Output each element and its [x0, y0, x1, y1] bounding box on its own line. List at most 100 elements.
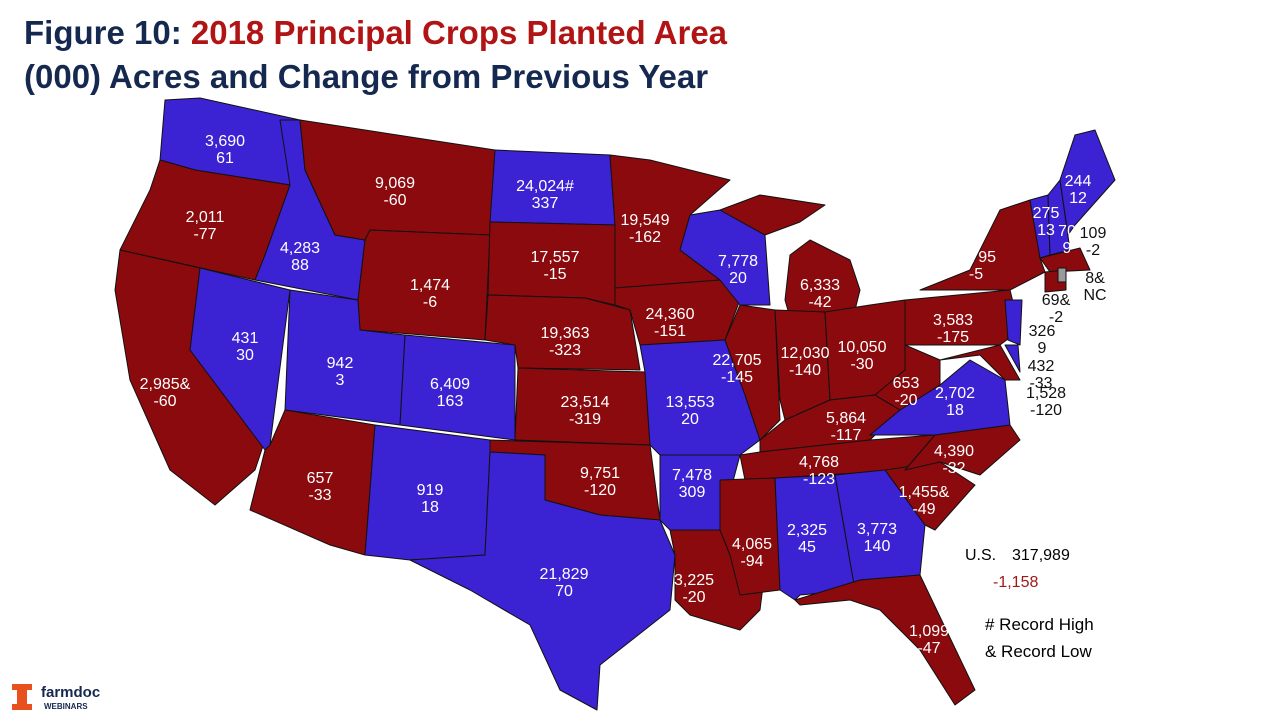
- state-area: 7,478: [672, 467, 712, 484]
- state-area: 22,705: [713, 352, 762, 369]
- state-change: 88: [291, 257, 309, 274]
- state-area: 12,030: [781, 345, 830, 362]
- state-shape: [1004, 344, 1021, 373]
- summary-label: U.S.: [965, 547, 996, 564]
- state-area: 942: [327, 355, 354, 372]
- state-area: 10,050: [838, 339, 887, 356]
- state-labels: 3,690612,011-772,985&-60431304,283889,06…: [140, 133, 1107, 657]
- state-area: 2,795: [956, 249, 996, 266]
- state-area: 3,225: [674, 572, 714, 589]
- state-area: 653: [893, 375, 920, 392]
- state-change: -117: [831, 427, 862, 444]
- state-shape: [1057, 267, 1067, 283]
- state-change: -30: [850, 356, 873, 373]
- title-highlight: 2018 Principal Crops Planted Area: [191, 14, 728, 51]
- state-change: 12: [1069, 190, 1087, 207]
- state-area: 13,553: [666, 394, 715, 411]
- logo-icon: [12, 684, 32, 710]
- state-change: 20: [729, 270, 747, 287]
- state-area: 919: [417, 482, 444, 499]
- state-area: 24,360: [646, 306, 695, 323]
- state-area: 9,069: [375, 175, 415, 192]
- summary-change: -1,158: [993, 574, 1038, 591]
- state-change: 140: [864, 538, 891, 555]
- state-area: 23,514: [561, 394, 610, 411]
- state-area: 1,528: [1026, 385, 1066, 402]
- title-prefix: Figure 10:: [24, 14, 191, 51]
- state-shape: [1004, 299, 1023, 346]
- state-area: 24,024#: [516, 178, 574, 195]
- state-area: 69&: [1042, 292, 1071, 309]
- state-shape: [484, 294, 641, 371]
- state-change: -33: [308, 487, 331, 504]
- state-change: -319: [569, 411, 601, 428]
- state-change: 20: [681, 411, 699, 428]
- state-change: 9: [1038, 340, 1047, 357]
- state-change: 30: [236, 347, 254, 364]
- legend-entry: & Record Low: [985, 642, 1092, 661]
- state-change: 70: [555, 583, 573, 600]
- state-change: -15: [543, 266, 566, 283]
- state-change: -94: [740, 553, 763, 570]
- logo-name: farmdoc: [41, 684, 100, 701]
- state-change: 337: [532, 195, 559, 212]
- state-area: 3,773: [857, 521, 897, 538]
- state-change: -175: [937, 329, 969, 346]
- state-shape: [409, 451, 676, 711]
- state-change: -2: [1086, 242, 1100, 259]
- state-area: 2,325: [787, 522, 827, 539]
- state-area: 109: [1080, 225, 1107, 242]
- state-change: -151: [654, 323, 686, 340]
- state-area: 7,778: [718, 253, 758, 270]
- state-shape: [1059, 129, 1116, 236]
- state-area: 1,455&: [899, 484, 950, 501]
- summary-total: 317,989: [1012, 547, 1070, 564]
- state-change: -42: [808, 294, 831, 311]
- state-area: 432: [1028, 358, 1055, 375]
- state-area: 6,409: [430, 376, 470, 393]
- state-area: 8&: [1085, 270, 1105, 287]
- state-area: 244: [1065, 173, 1092, 190]
- state-change: -162: [629, 229, 661, 246]
- state-area: 4,390: [934, 443, 974, 460]
- state-shape: [719, 194, 826, 236]
- state-area: 21,829: [540, 566, 589, 583]
- state-change: -49: [912, 501, 935, 518]
- state-area: 3,690: [205, 133, 245, 150]
- state-area: 657: [307, 470, 334, 487]
- state-change: 61: [216, 150, 234, 167]
- state-area: 431: [232, 330, 259, 347]
- state-area: 3,583: [933, 312, 973, 329]
- state-change: -323: [549, 342, 581, 359]
- state-change: -32: [942, 460, 965, 477]
- state-area: 6,333: [800, 277, 840, 294]
- state-change: 163: [437, 393, 464, 410]
- state-change: 18: [421, 499, 439, 516]
- state-area: 19,549: [621, 212, 670, 229]
- state-area: 1,474: [410, 277, 450, 294]
- state-change: -20: [682, 589, 705, 606]
- state-change: -60: [383, 192, 406, 209]
- state-area: 2,011: [186, 209, 225, 226]
- state-area: 2,985&: [140, 376, 191, 393]
- state-change: -5: [969, 266, 983, 283]
- state-area: 2,702: [935, 385, 975, 402]
- state-area: 17,557: [531, 249, 580, 266]
- state-change: -60: [153, 393, 176, 410]
- state-area: 9,751: [580, 465, 620, 482]
- title-line2: (000) Acres and Change from Previous Yea…: [24, 58, 708, 95]
- logo: farmdoc WEBINARS: [12, 684, 100, 711]
- state-change: 13: [1037, 222, 1055, 239]
- state-change: -6: [423, 294, 437, 311]
- state-change: 18: [946, 402, 964, 419]
- state-change: -123: [803, 471, 835, 488]
- state-change: -47: [917, 640, 940, 657]
- state-change: -33: [1029, 375, 1052, 392]
- map: [114, 97, 1116, 711]
- legend-entry: # Record High: [985, 615, 1094, 634]
- state-change: -120: [584, 482, 616, 499]
- state-area: 4,065: [732, 536, 772, 553]
- state-change: -77: [193, 226, 216, 243]
- state-area: 70: [1058, 223, 1076, 240]
